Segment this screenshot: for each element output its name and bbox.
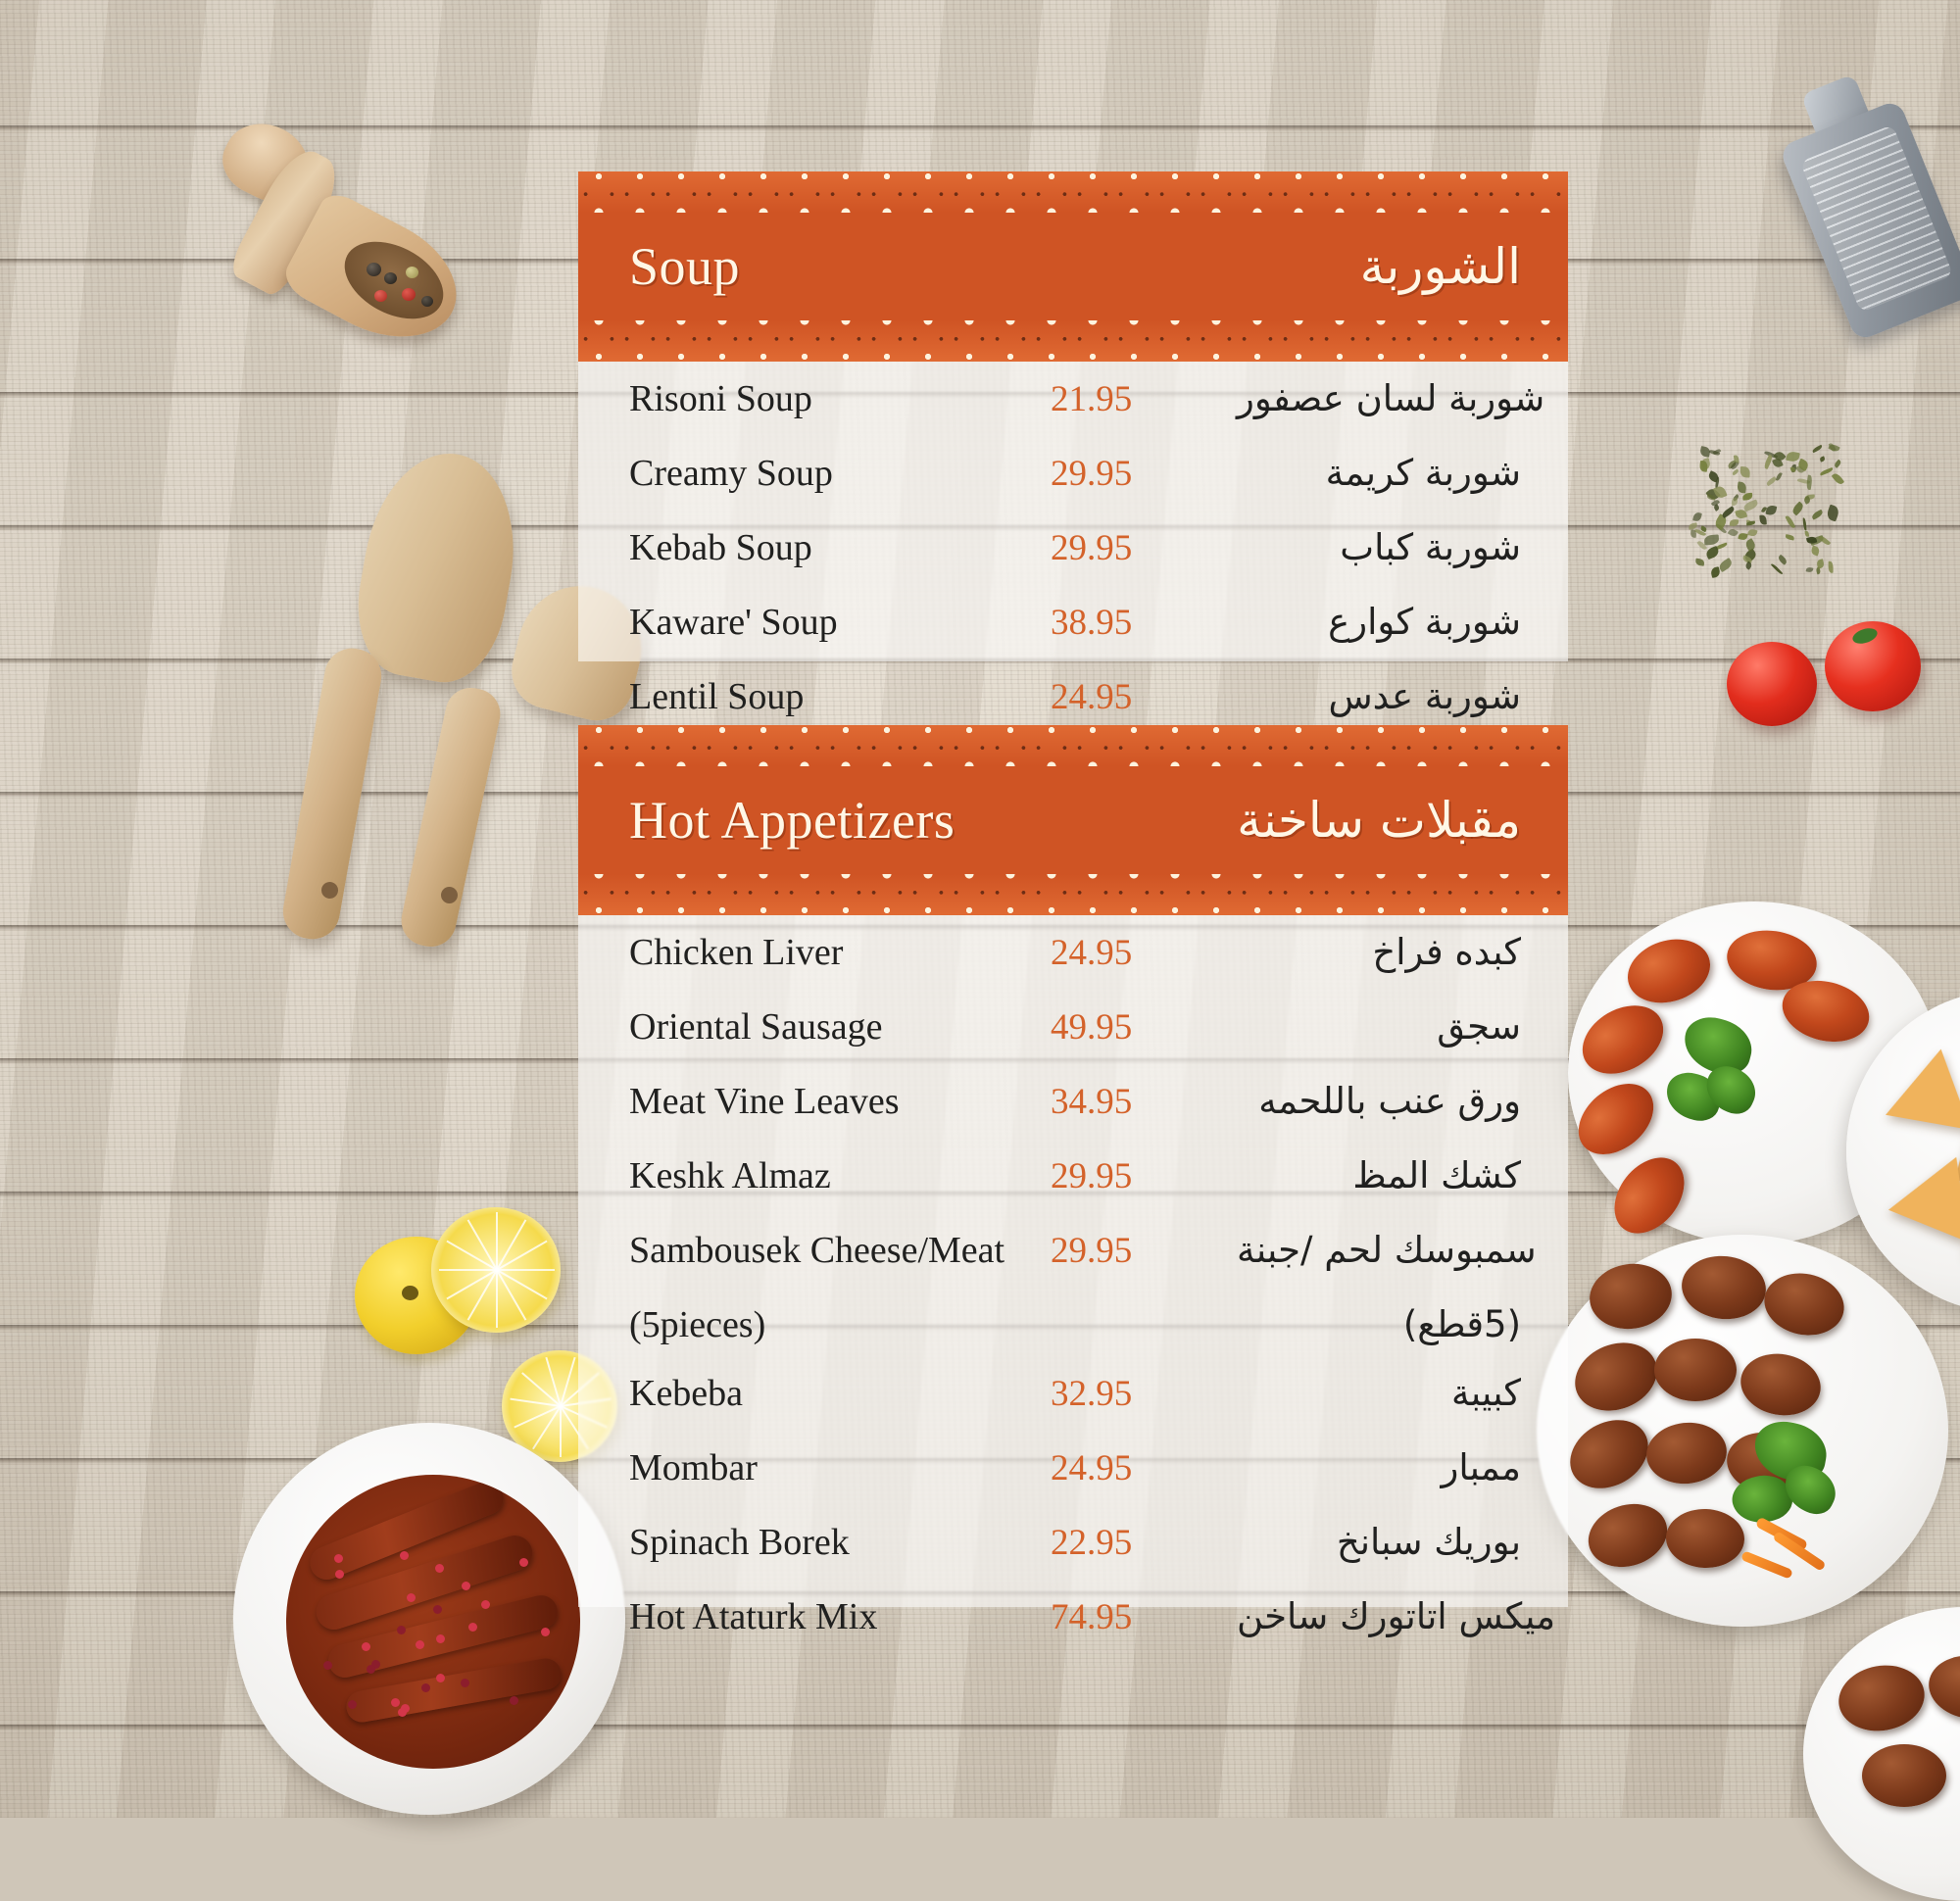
item-name-en: (5pieces) [629, 1303, 1051, 1346]
menu-item-row[interactable]: Oriental Sausage 49.95 سجق [629, 1005, 1521, 1080]
item-name-ar: كبده فراخ [1237, 931, 1521, 973]
item-name-en: Chicken Liver [629, 931, 1051, 974]
item-price: 38.95 [1051, 602, 1237, 644]
menu-item-row[interactable]: Risoni Soup 21.95 شوربة لسان عصفور [629, 377, 1521, 452]
menu-item-row[interactable]: Chicken Liver 24.95 كبده فراخ [629, 931, 1521, 1005]
item-name-ar: شوربة كريمة [1237, 452, 1521, 494]
item-price: 29.95 [1051, 453, 1237, 495]
item-name-ar: كشك المظ [1237, 1154, 1521, 1196]
item-name-en: Mombar [629, 1446, 1051, 1489]
item-name-ar: سجق [1237, 1005, 1521, 1048]
item-name-en: Sambousek Cheese/Meat [629, 1229, 1051, 1272]
section-header-hot-appetizers: Hot Appetizers مقبلات ساخنة [578, 766, 1568, 874]
item-name-en: Kebeba [629, 1372, 1051, 1415]
item-name-en: Hot Ataturk Mix [629, 1595, 1051, 1638]
ornament-border-top [578, 725, 1568, 766]
item-price: 24.95 [1051, 932, 1237, 974]
menu-item-row[interactable]: Sambousek Cheese/Meat 29.95 سمبوسك لحم /… [629, 1229, 1521, 1303]
menu-item-row[interactable]: Hot Ataturk Mix 74.95 ميكس اتاتورك ساخن [629, 1595, 1521, 1670]
menu-item-row[interactable]: Creamy Soup 29.95 شوربة كريمة [629, 452, 1521, 526]
item-name-en: Kaware' Soup [629, 601, 1051, 644]
section-header-soup: Soup الشوربة [578, 213, 1568, 320]
item-price: 49.95 [1051, 1006, 1237, 1048]
item-name-ar: سمبوسك لحم /جبنة [1237, 1229, 1537, 1271]
item-price: 29.95 [1051, 1230, 1237, 1272]
item-name-ar: شوربة عدس [1237, 675, 1521, 717]
item-name-ar: شوربة كباب [1237, 526, 1521, 568]
item-name-en: Lentil Soup [629, 675, 1051, 718]
menu-item-row-continuation: (5pieces) (5قطع) [629, 1303, 1521, 1372]
item-price: 22.95 [1051, 1522, 1237, 1564]
ornament-border-bottom [578, 874, 1568, 915]
item-price: 29.95 [1051, 527, 1237, 569]
item-price: 21.95 [1051, 378, 1237, 420]
item-price: 29.95 [1051, 1155, 1237, 1197]
item-name-en: Risoni Soup [629, 377, 1051, 420]
item-name-ar: ممبار [1237, 1446, 1521, 1488]
section-title-ar: مقبلات ساخنة [1237, 792, 1521, 849]
item-name-ar: ميكس اتاتورك ساخن [1237, 1595, 1555, 1637]
item-name-en: Creamy Soup [629, 452, 1051, 495]
menu-section-hot-appetizers: Hot Appetizers مقبلات ساخنة Chicken Live… [578, 725, 1568, 1607]
section-title-en: Soup [629, 236, 740, 297]
item-name-ar: ورق عنب باللحمه [1237, 1080, 1521, 1122]
menu-item-row[interactable]: Keshk Almaz 29.95 كشك المظ [629, 1154, 1521, 1229]
item-name-en: Meat Vine Leaves [629, 1080, 1051, 1123]
menu-item-row[interactable]: Spinach Borek 22.95 بوريك سبانخ [629, 1521, 1521, 1595]
ornament-border-bottom [578, 320, 1568, 362]
menu-item-row[interactable]: Kebeba 32.95 كبيبة [629, 1372, 1521, 1446]
soup-item-list: Risoni Soup 21.95 شوربة لسان عصفور Cream… [578, 362, 1568, 761]
item-name-en: Oriental Sausage [629, 1005, 1051, 1048]
menu-item-row[interactable]: Kebab Soup 29.95 شوربة كباب [629, 526, 1521, 601]
item-name-ar: شوربة كوارع [1237, 601, 1521, 643]
item-price: 34.95 [1051, 1081, 1237, 1123]
item-name-ar: كبيبة [1237, 1372, 1521, 1414]
item-name-ar: بوريك سبانخ [1237, 1521, 1521, 1563]
ornament-border-top [578, 171, 1568, 213]
item-price: 24.95 [1051, 676, 1237, 718]
menu-item-row[interactable]: Meat Vine Leaves 34.95 ورق عنب باللحمه [629, 1080, 1521, 1154]
item-price: 24.95 [1051, 1447, 1237, 1489]
menu-item-row[interactable]: Mombar 24.95 ممبار [629, 1446, 1521, 1521]
item-name-ar: (5قطع) [1237, 1303, 1521, 1345]
hot-appetizers-item-list: Chicken Liver 24.95 كبده فراخ Oriental S… [578, 915, 1568, 1682]
item-price: 74.95 [1051, 1596, 1237, 1638]
section-title-ar: الشوربة [1360, 238, 1521, 295]
item-name-en: Keshk Almaz [629, 1154, 1051, 1197]
item-name-ar: شوربة لسان عصفور [1237, 377, 1544, 419]
menu-item-row[interactable]: Kaware' Soup 38.95 شوربة كوارع [629, 601, 1521, 675]
item-price: 32.95 [1051, 1373, 1237, 1415]
menu-section-soup: Soup الشوربة Risoni Soup 21.95 شوربة لسا… [578, 171, 1568, 661]
item-name-en: Spinach Borek [629, 1521, 1051, 1564]
section-title-en: Hot Appetizers [629, 790, 955, 851]
item-name-en: Kebab Soup [629, 526, 1051, 569]
